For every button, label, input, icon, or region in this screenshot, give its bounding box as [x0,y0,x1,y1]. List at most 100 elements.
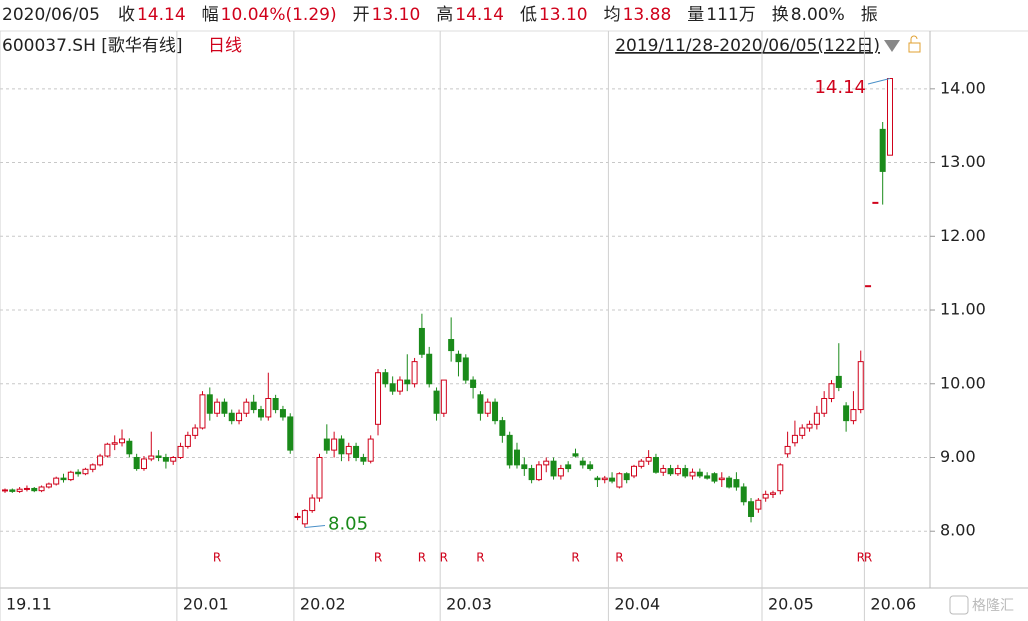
candle-body [2,489,8,492]
candle-body [82,468,89,475]
candle-body [755,499,762,510]
rights-marker: R [857,551,865,565]
candle-body [601,477,608,481]
candle-body [806,423,813,429]
candle-body [623,473,630,481]
header-label: 换 [772,5,789,25]
rights-marker: R [476,551,484,565]
candle-body [777,464,784,492]
x-tick-label: 20.06 [870,595,916,614]
candle-body [865,285,872,288]
candle-body [557,468,564,477]
candle-body [243,401,250,414]
candle-body [513,449,520,466]
candle-body [45,483,52,488]
candle-body [572,453,579,457]
candle-body [133,456,140,470]
rights-marker: R [864,551,872,565]
candle-body [448,339,455,352]
candle-body [31,487,38,492]
candle-body [331,438,338,451]
candle-body [192,427,199,436]
candle-body [733,479,740,488]
rights-marker: R [615,551,623,565]
header-value: 14.14 [137,5,186,25]
candle-body [740,486,747,503]
candle-body [543,460,550,466]
candle-body [9,489,16,492]
dropdown-icon[interactable] [884,40,900,52]
candle-body [506,434,513,466]
header-label: 量 [687,5,704,25]
candle-body [309,497,316,512]
candle-body [667,468,674,475]
candle-body [111,442,118,445]
candle-body [411,361,418,385]
candle-body [184,434,191,447]
header-value: 14.14 [455,5,504,25]
candle-body [257,409,264,418]
y-tick-label: 11.00 [940,300,986,319]
candle-body [367,438,374,462]
candle-body [784,445,791,455]
lock-icon-shackle [910,35,918,43]
candle-body [287,416,294,451]
candle-body [404,379,411,385]
candle-body [375,372,382,425]
header-label: 开 [353,5,370,25]
candle-body [338,438,345,455]
candle-body [565,464,572,470]
candle-body [850,409,857,422]
y-tick-label: 9.00 [940,447,976,466]
candle-body [199,394,206,429]
header-label: 收 [118,5,135,25]
header-value: 13.88 [623,5,672,25]
candle-body [674,468,681,475]
candle-body [23,487,30,490]
date-range[interactable]: 2019/11/28-2020/06/05(122日) [615,36,880,56]
candle-body [353,445,360,458]
candle-body [638,460,645,467]
x-tick-label: 20.03 [446,595,492,614]
rights-marker: R [418,551,426,565]
candle-body [418,327,425,355]
candle-body [382,372,389,385]
header-value: 13.10 [539,5,588,25]
candle-body [214,401,221,414]
candle-body [631,465,638,477]
header-value: 13.10 [372,5,421,25]
header-label: 振 [861,5,878,25]
max-pointer [867,78,891,85]
rights-marker: R [374,551,382,565]
candle-body [148,455,155,460]
header-label: 均 [604,5,621,25]
candle-body [492,401,499,422]
candle-body [104,443,111,457]
candle-body [126,440,133,455]
lock-icon[interactable] [908,42,921,53]
candle-body [97,455,104,466]
candle-body [579,460,586,466]
candle-body [762,493,769,499]
watermark-icon [949,595,969,615]
candle-body [389,383,396,392]
candle-body [301,510,308,525]
y-tick-label: 14.00 [940,78,986,97]
candle-body [535,464,542,481]
candle-body [821,398,828,414]
candle-body [462,357,469,381]
candle-body [682,468,689,477]
candle-body [704,475,711,479]
candle-body [294,515,301,518]
candle-body [528,468,535,481]
x-tick-label: 19.11 [6,595,52,614]
candle-body [272,398,279,411]
x-tick-label: 20.05 [768,595,814,614]
candle-body [140,458,147,470]
candle-body [835,375,842,388]
candle-body [170,456,177,462]
header-value: 8.00% [791,5,845,25]
candle-body [521,464,528,470]
candle-body [887,78,893,156]
